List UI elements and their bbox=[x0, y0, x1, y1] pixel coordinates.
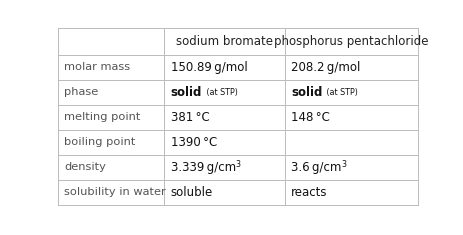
Text: density: density bbox=[64, 162, 106, 172]
Text: 1390 °C: 1390 °C bbox=[170, 136, 216, 149]
Text: 3: 3 bbox=[341, 160, 346, 169]
Text: 3.6 g/cm: 3.6 g/cm bbox=[290, 161, 341, 174]
Text: 381 °C: 381 °C bbox=[170, 111, 209, 124]
Text: molar mass: molar mass bbox=[64, 63, 130, 72]
Text: 3.339 g/cm: 3.339 g/cm bbox=[170, 161, 235, 174]
Text: 150.89 g/mol: 150.89 g/mol bbox=[170, 61, 247, 74]
Text: solid: solid bbox=[170, 86, 201, 99]
Text: 208.2 g/mol: 208.2 g/mol bbox=[290, 61, 360, 74]
Text: sodium bromate: sodium bromate bbox=[175, 35, 272, 48]
Text: (at STP): (at STP) bbox=[324, 88, 357, 97]
Text: melting point: melting point bbox=[64, 112, 141, 122]
Text: phase: phase bbox=[64, 87, 99, 98]
Text: solid: solid bbox=[290, 86, 322, 99]
Text: boiling point: boiling point bbox=[64, 137, 136, 147]
Text: (at STP): (at STP) bbox=[203, 88, 237, 97]
Text: 148 °C: 148 °C bbox=[290, 111, 329, 124]
Text: solubility in water: solubility in water bbox=[64, 187, 166, 197]
Text: 3: 3 bbox=[235, 160, 240, 169]
Text: reacts: reacts bbox=[290, 186, 327, 199]
Text: soluble: soluble bbox=[170, 186, 213, 199]
Text: phosphorus pentachloride: phosphorus pentachloride bbox=[273, 35, 427, 48]
